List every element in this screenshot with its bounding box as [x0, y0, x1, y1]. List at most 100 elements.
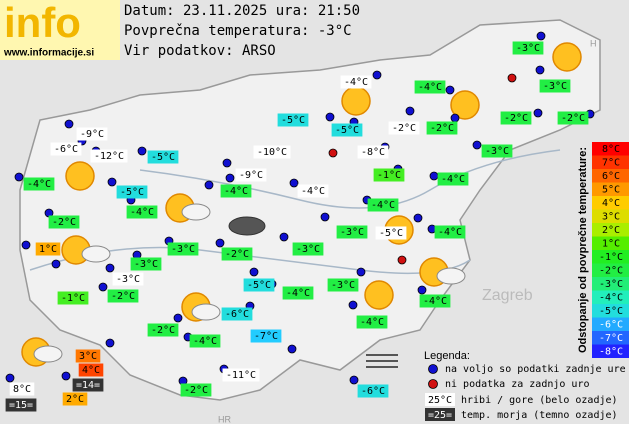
station-box: [75, 349, 101, 363]
scale-label: 6°C: [602, 171, 620, 182]
legend-sample: 25°C: [428, 395, 452, 406]
sea-box: [72, 378, 104, 392]
legend-text: hribi / gore (belo ozadje): [461, 395, 618, 406]
station-label: -3°C: [171, 244, 195, 255]
map-label: H: [590, 38, 597, 48]
station-dot: [356, 267, 366, 277]
station-dot: [105, 263, 115, 273]
station-box: [35, 242, 61, 256]
station-label: -3°C: [340, 227, 364, 238]
station-label: -9°C: [239, 170, 263, 181]
station-box: [221, 307, 253, 321]
river: [139, 149, 561, 209]
station-box: [375, 226, 407, 240]
station-label: -1°C: [377, 170, 401, 181]
sun-icon: [65, 161, 95, 191]
station-label: 4°C: [82, 365, 100, 376]
station-label: 1°C: [39, 244, 57, 255]
legend-dot: [428, 364, 438, 374]
scale-swatch: [592, 290, 629, 304]
station-dot: [107, 177, 117, 187]
station-box: [78, 363, 104, 377]
legend-box: [425, 408, 455, 421]
sea-label: =15=: [9, 400, 33, 411]
station-label: -12°C: [94, 151, 124, 162]
station-dot: [320, 212, 330, 222]
station-label: -2°C: [111, 291, 135, 302]
scale-swatch: [592, 209, 629, 223]
station-dot: [225, 173, 235, 183]
station-dot: [215, 238, 225, 248]
station-dot: [450, 113, 460, 123]
station-label: -2°C: [504, 113, 528, 124]
cloud-icon: [33, 345, 63, 363]
station-box: [50, 142, 82, 156]
logo: info: [4, 0, 81, 46]
station-box: [250, 329, 282, 343]
station-label: 2°C: [66, 394, 84, 405]
station-box: [180, 383, 212, 397]
station-dot: [405, 106, 415, 116]
station-box: [357, 145, 389, 159]
station-dot: [14, 172, 24, 182]
station-label: -3°C: [134, 259, 158, 270]
station-box: [235, 168, 267, 182]
scale-label: -1°C: [599, 252, 623, 263]
station-label: -2°C: [184, 385, 208, 396]
station-label: -5°C: [247, 280, 271, 291]
cloud-icon: [181, 203, 211, 221]
cloud-icon: [228, 216, 266, 236]
average: Povprečna temperatura: -3°C: [124, 23, 352, 39]
missing-dot: [397, 255, 407, 265]
scale-swatch: [592, 317, 629, 331]
cloud-icon: [436, 267, 466, 285]
station-label: -3°C: [543, 81, 567, 92]
station-box: [434, 225, 466, 239]
station-dot: [5, 373, 15, 383]
station-box: [147, 323, 179, 337]
scale-swatch: [592, 182, 629, 196]
station-label: -2°C: [392, 123, 416, 134]
station-label: -4°C: [438, 227, 462, 238]
station-box: [116, 185, 148, 199]
station-dot: [472, 140, 482, 150]
station-box: [107, 289, 139, 303]
legend-text: na voljo so podatki zadnje ure: [445, 364, 626, 375]
station-box: [292, 242, 324, 256]
station-box: [437, 172, 469, 186]
scale-swatch: [592, 344, 629, 358]
station-label: -4°C: [193, 336, 217, 347]
station-dot: [417, 285, 427, 295]
station-box: [356, 315, 388, 329]
station-label: -4°C: [224, 186, 248, 197]
station-label: -3°C: [331, 280, 355, 291]
station-box: [147, 150, 179, 164]
scale-swatch: [592, 169, 629, 183]
scale-swatch: [592, 196, 629, 210]
scale-label: 5°C: [602, 184, 620, 195]
station-box: [426, 121, 458, 135]
station-box: [327, 278, 359, 292]
legend-box: [425, 393, 455, 406]
station-label: -4°C: [301, 186, 325, 197]
scale-swatch: [592, 263, 629, 277]
station-dot: [21, 240, 31, 250]
station-box: [282, 286, 314, 300]
station-dot: [372, 70, 382, 80]
station-label: -6°C: [361, 386, 385, 397]
cloud-icon: [81, 245, 111, 263]
scale-label: -7°C: [599, 333, 623, 344]
station-label: 3°C: [79, 351, 97, 362]
station-dot: [137, 146, 147, 156]
scale-title: Odstopanje od povprečne temperature:: [577, 147, 589, 353]
station-label: 8°C: [13, 384, 31, 395]
station-box: [539, 79, 571, 93]
station-box: [419, 294, 451, 308]
missing-dot: [507, 73, 517, 83]
station-label: -4°C: [344, 77, 368, 88]
station-label: -3°C: [485, 146, 509, 157]
station-dot: [287, 344, 297, 354]
station-label: -9°C: [80, 129, 104, 140]
station-box: [277, 113, 309, 127]
station-box: [126, 205, 158, 219]
